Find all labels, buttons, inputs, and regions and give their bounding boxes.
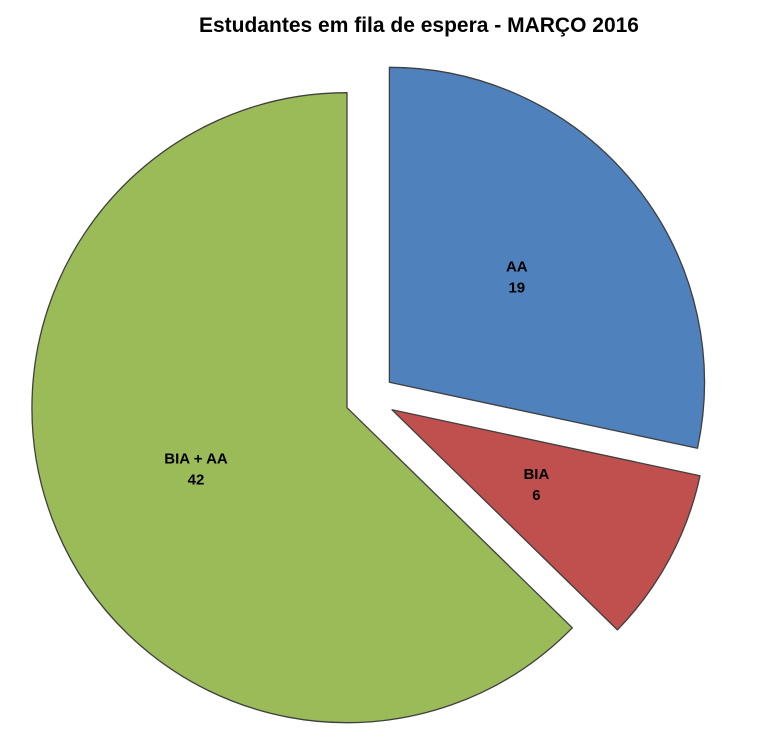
slice-value: 6	[532, 487, 540, 504]
pie-slice-aa	[388, 66, 706, 449]
pie-slice-bia-aa	[31, 92, 573, 724]
chart-title: Estudantes em fila de espera - MARÇO 201…	[199, 14, 639, 37]
slice-value: 19	[508, 279, 525, 296]
slice-label: AA	[506, 258, 528, 275]
slice-label: BIA + AA	[164, 450, 228, 467]
pie-slices-group	[31, 66, 706, 724]
slice-value: 42	[188, 471, 205, 488]
slice-label: BIA	[523, 466, 549, 483]
pie-labels-group: AA 19 BIA 6 BIA + AA 42	[164, 258, 549, 504]
pie-slice-bia	[391, 409, 701, 631]
